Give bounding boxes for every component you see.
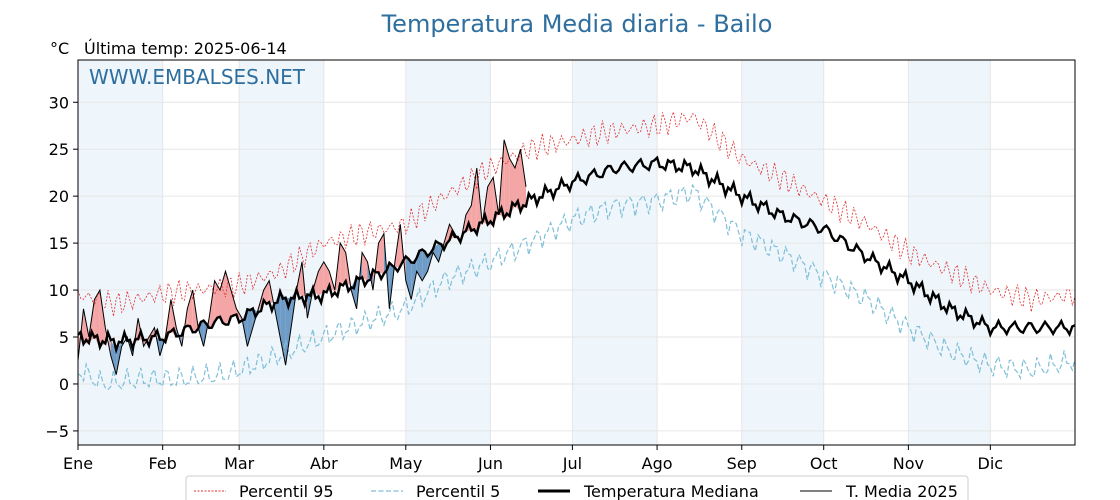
y-tick-label: 20 (49, 187, 69, 206)
above-median-fill (302, 261, 308, 319)
month-shading (78, 60, 991, 445)
below-median-fill (411, 257, 417, 300)
x-tick-label: Feb (149, 454, 177, 473)
legend-label-year: T. Media 2025 (845, 482, 958, 500)
legend-label-median: Temperatura Mediana (583, 482, 759, 500)
above-median-fill (220, 271, 226, 325)
y-tick-label: 5 (59, 328, 69, 347)
y-axis: −5 0 5 10 15 20 25 30 (45, 93, 78, 441)
series-lines (77, 110, 1076, 391)
plot-frame (77, 59, 1076, 446)
x-tick-label: Dic (978, 454, 1004, 473)
x-tick-label: Oct (810, 454, 838, 473)
median-line (77, 155, 1076, 355)
legend: Percentil 95 Percentil 5 Temperatura Med… (185, 475, 969, 500)
above-median-fill (214, 280, 220, 322)
above-median-fill (94, 290, 100, 348)
y-tick-label: 10 (49, 281, 69, 300)
y-tick-label: 15 (49, 234, 69, 253)
watermark: WWW.EMBALSES.NET (89, 65, 306, 89)
chart-title: Temperatura Media diaria - Bailo (381, 10, 773, 38)
month-shade-band (741, 60, 824, 445)
x-tick-label: Nov (893, 454, 924, 473)
above-median-fill (504, 139, 510, 219)
x-tick-label: Ene (63, 454, 93, 473)
x-axis: Ene Feb Mar Abr May Jun Jul Ago Sep Oct Nov Dic (63, 445, 1003, 473)
above-median-fill (318, 261, 324, 297)
x-tick-label: Ago (642, 454, 673, 473)
month-shade-band (239, 60, 324, 445)
legend-label-p95: Percentil 95 (239, 482, 334, 500)
below-median-fill (405, 256, 412, 300)
above-median-fill (187, 290, 193, 333)
p95-line (77, 110, 1076, 317)
last-temp-label: Última temp: 2025-06-14 (84, 39, 287, 58)
x-tick-label: Jul (562, 454, 582, 473)
above-median-fill (520, 149, 526, 212)
legend-label-p5: Percentil 5 (416, 482, 500, 500)
y-tick-label: 25 (49, 140, 69, 159)
x-tick-label: Mar (224, 454, 255, 473)
above-median-fill (99, 290, 106, 348)
gridlines (77, 60, 1075, 445)
month-shade-band (908, 60, 991, 445)
x-tick-label: Jun (477, 454, 503, 473)
y-tick-label: −5 (45, 422, 69, 441)
unit-label: °C (50, 39, 69, 58)
month-shade-band (78, 60, 163, 445)
y-tick-label: 0 (59, 375, 69, 394)
above-median-fill (509, 158, 515, 217)
above-median-fill (231, 290, 237, 317)
below-median-fill (247, 308, 253, 347)
x-tick-label: May (389, 454, 422, 473)
month-shade-band (572, 60, 658, 445)
above-median-fill (225, 271, 231, 325)
legend-box (185, 475, 969, 500)
p5-line (77, 183, 1076, 391)
year-2025-line (77, 139, 527, 375)
above-median-fill (340, 243, 346, 284)
above-median-fill (487, 177, 494, 226)
x-tick-label: Sep (727, 454, 757, 473)
above-median-fill (263, 280, 270, 303)
x-tick-label: Abr (310, 454, 338, 473)
above-median-fill (378, 233, 384, 274)
y-tick-label: 30 (49, 93, 69, 112)
